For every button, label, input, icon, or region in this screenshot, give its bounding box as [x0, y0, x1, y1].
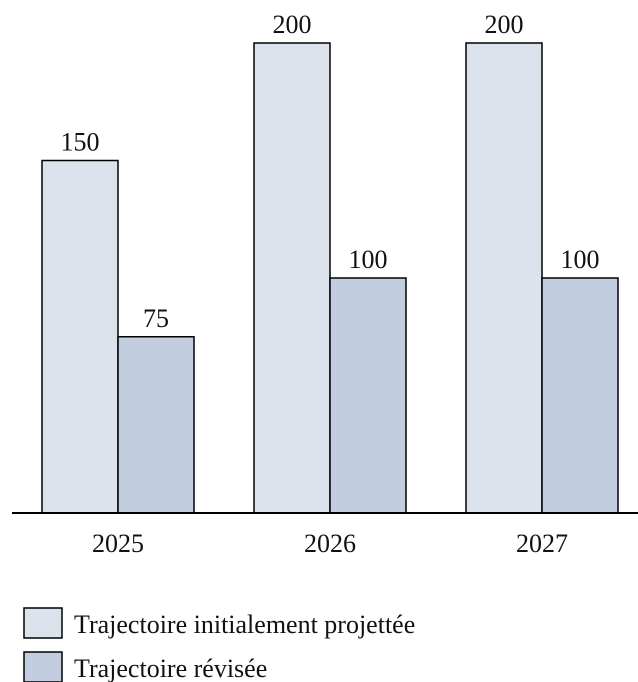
value-label: 100: [349, 245, 388, 274]
x-tick-label: 2026: [304, 529, 356, 558]
legend-swatch: [23, 607, 63, 639]
x-tick-label: 2025: [92, 529, 144, 558]
bar: [465, 42, 543, 514]
bar: [329, 277, 407, 514]
bar: [117, 336, 195, 514]
x-tick-label: 2027: [516, 529, 568, 558]
value-label: 200: [485, 10, 524, 39]
value-label: 75: [143, 304, 169, 333]
bar: [541, 277, 619, 514]
value-label: 150: [61, 128, 100, 157]
legend-swatch: [23, 651, 63, 682]
legend-label: Trajectoire initialement projettée: [74, 610, 415, 639]
value-label: 200: [273, 10, 312, 39]
bar: [253, 42, 331, 514]
bar: [41, 159, 119, 514]
legend-label: Trajectoire révisée: [74, 654, 267, 682]
value-label: 100: [561, 245, 600, 274]
